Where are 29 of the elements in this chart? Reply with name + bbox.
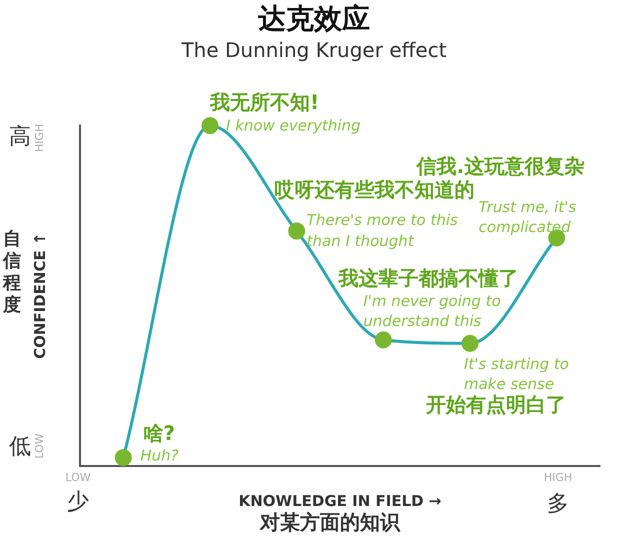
chart-subtitle: The Dunning Kruger effect [180, 38, 447, 62]
text: 高 [9, 124, 31, 150]
annotation: There's more to this [306, 210, 458, 229]
text: 对某方面的知识 [259, 510, 401, 534]
annotation: understand this [363, 312, 482, 330]
text: LOW [65, 470, 91, 484]
text: 低 [9, 434, 31, 460]
annotation: than I thought [306, 232, 415, 250]
text: HIGH [544, 470, 572, 484]
chart-title: 达克效应 [257, 2, 370, 36]
x-axis-title: KNOWLEDGE IN FIELD → [238, 492, 442, 510]
text: LOW [32, 433, 46, 459]
annotation: 开始有点明白了 [425, 392, 566, 417]
annotation: 啥? [143, 420, 175, 445]
y-axis-title: CONFIDENCE ↑ [30, 232, 49, 359]
annotation: Trust me, it's [478, 198, 576, 216]
text: HIGH [32, 124, 46, 152]
annotation: 哎呀还有些我不知道的 [274, 177, 475, 202]
text: 我无所不知! [209, 90, 320, 114]
annotation: Huh? [140, 446, 179, 465]
annotation: 我这辈子都搞不懂了 [337, 266, 518, 290]
annotation: I know everything [226, 116, 361, 134]
text: 少 [67, 490, 89, 515]
text: 自信程度 [2, 228, 21, 316]
annotation: It's starting to [464, 355, 569, 374]
annotation: make sense [464, 375, 554, 394]
text: 多 [547, 492, 569, 517]
annotation: 信我.这玩意很复杂 [416, 154, 584, 178]
annotation: I'm never going to [363, 292, 501, 310]
